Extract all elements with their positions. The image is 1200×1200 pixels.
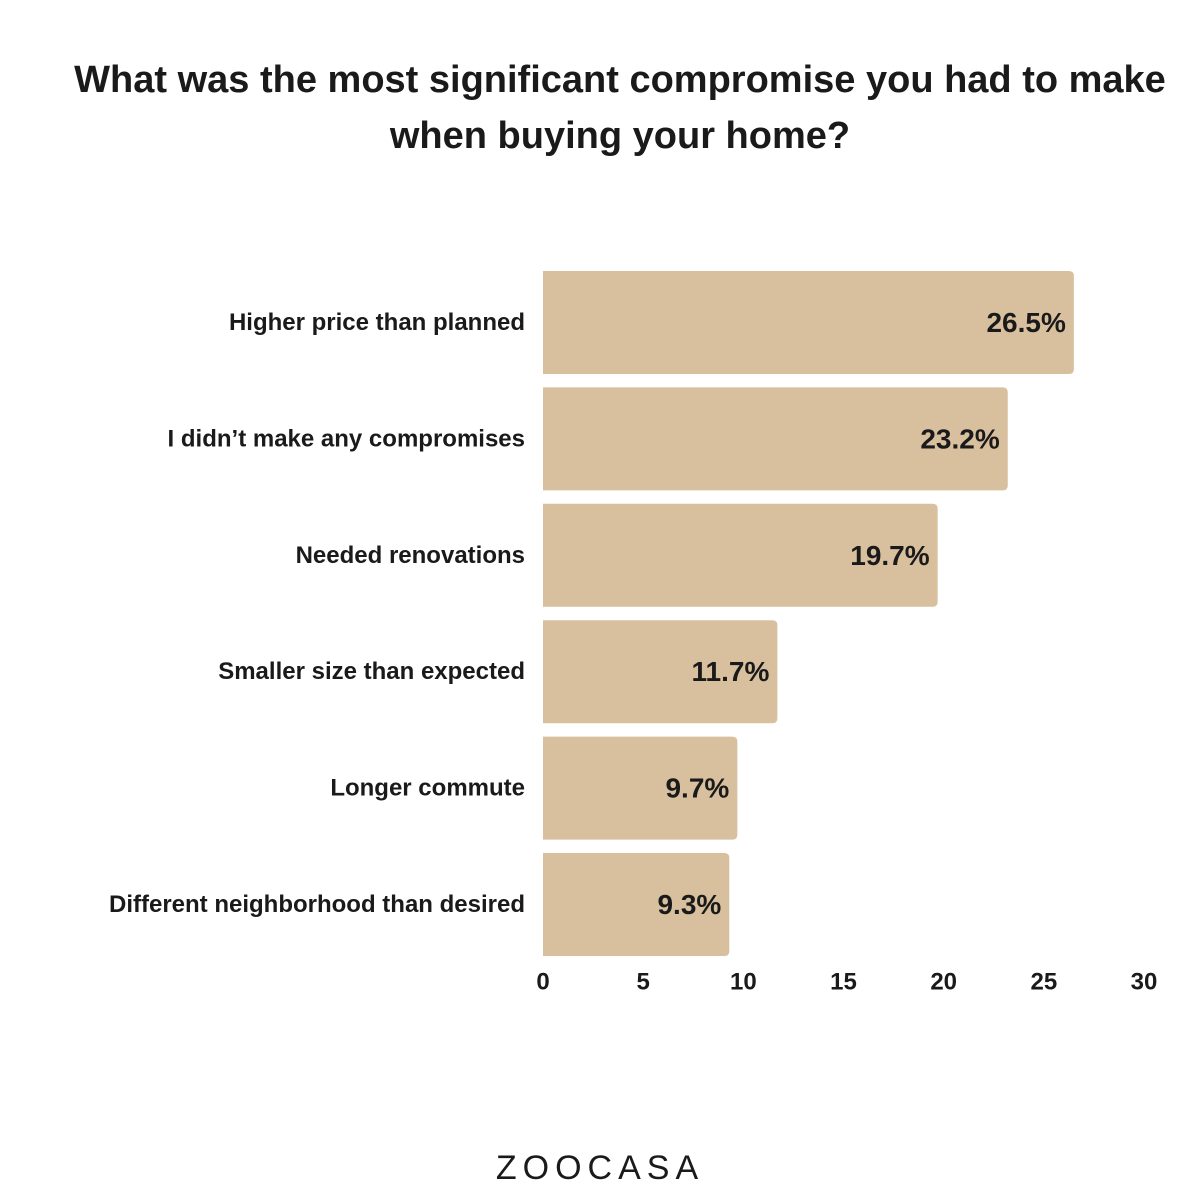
bar — [543, 620, 778, 724]
bar — [543, 387, 1008, 491]
category-label: Higher price than planned — [229, 309, 525, 336]
category-label: Needed renovations — [296, 542, 525, 569]
x-tick-label: 15 — [830, 969, 857, 996]
bar — [543, 736, 738, 840]
data-label: 23.2% — [920, 423, 999, 454]
x-tick-label: 5 — [636, 969, 649, 996]
category-label: Longer commute — [330, 775, 525, 802]
data-label: 9.7% — [665, 773, 729, 804]
bar — [543, 503, 938, 607]
category-label: Smaller size than expected — [218, 658, 525, 685]
x-tick-label: 25 — [1030, 969, 1057, 996]
data-label: 11.7% — [692, 656, 770, 687]
category-label: Different neighborhood than desired — [109, 891, 525, 918]
chart-title: What was the most significant compromise… — [74, 59, 1166, 157]
x-tick-label: 20 — [930, 969, 957, 996]
category-label: I didn’t make any compromises — [168, 425, 525, 452]
x-tick-label: 10 — [730, 969, 757, 996]
data-label: 19.7% — [850, 540, 929, 571]
data-label: 9.3% — [657, 889, 721, 920]
bar — [543, 271, 1074, 374]
bar — [543, 853, 730, 956]
data-label: 26.5% — [986, 307, 1065, 338]
zoocasa-logo: ZOOCASA — [495, 1149, 705, 1187]
x-tick-label: 30 — [1131, 969, 1158, 996]
x-tick-label: 0 — [536, 969, 549, 996]
